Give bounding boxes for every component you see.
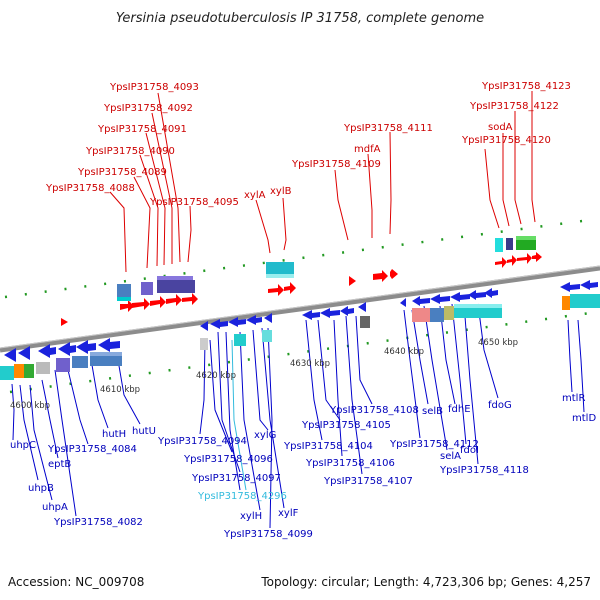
bottom-leader-lines [11, 303, 585, 529]
gene-label[interactable]: fdhE [448, 404, 471, 415]
accession-text: Accession: NC_009708 [8, 575, 144, 589]
gene-label[interactable]: hutH [102, 429, 126, 440]
gene-label[interactable]: YpsIP31758_4093 [109, 82, 199, 93]
gene-label[interactable]: YpsIP31758_4104 [283, 441, 373, 452]
gene-label[interactable]: YpsIP31758_4118 [439, 465, 529, 476]
gene-label[interactable]: hutU [132, 426, 156, 437]
map-title: Yersinia pseudotuberculosis IP 31758, co… [116, 11, 484, 26]
gene-label[interactable]: YpsIP31758_4089 [77, 167, 167, 178]
gene-label[interactable]: sodA [488, 122, 513, 133]
gene-label[interactable]: xylH [240, 511, 262, 522]
gene-label[interactable]: YpsIP31758_4082 [53, 517, 143, 528]
gene-label[interactable]: YpsIP31758_4111 [343, 123, 433, 134]
gene-label[interactable]: YpsIP31758_4123 [481, 81, 571, 92]
lower-gene-boxes [0, 294, 600, 380]
gene-label[interactable]: eptB [48, 459, 71, 470]
gene-label[interactable]: YpsIP31758_4096 [183, 454, 273, 465]
kbp-ticks: 4600 kbp 4610 kbp 4620 kbp 4630 kbp 4640… [10, 338, 518, 411]
highlight-leader-line [231, 339, 247, 491]
gene-label[interactable]: selB [422, 406, 443, 417]
gene-label[interactable]: YpsIP31758_4095 [149, 197, 239, 208]
gene-label[interactable]: uhpC [10, 440, 36, 451]
genome-summary-text: Topology: circular; Length: 4,723,306 bp… [260, 575, 591, 589]
gene-label[interactable]: YpsIP31758_4092 [103, 103, 193, 114]
kbp-tick: 4640 kbp [384, 347, 424, 357]
bottom-gene-labels: uhpC uhpB uhpA eptB YpsIP31758_4082 YpsI… [10, 393, 596, 540]
genome-backbone [0, 265, 600, 353]
gene-label[interactable]: fdoI [460, 445, 479, 456]
gene-label[interactable]: YpsIP31758_4091 [97, 124, 187, 135]
lower-blue-arrows [4, 280, 598, 362]
kbp-tick: 4600 kbp [10, 401, 50, 411]
kbp-tick: 4610 kbp [100, 385, 140, 395]
gene-label[interactable]: YpsIP31758_4106 [305, 458, 395, 469]
upper-gene-boxes [117, 236, 536, 301]
gene-label[interactable]: YpsIP31758_4122 [469, 101, 559, 112]
gene-label[interactable]: YpsIP31758_4108 [329, 405, 419, 416]
gene-label[interactable]: mtlR [562, 393, 585, 404]
upper-red-arrows [61, 252, 542, 326]
gene-label[interactable]: xylG [254, 430, 276, 441]
gene-label[interactable]: YpsIP31758_4112 [389, 439, 479, 450]
gene-label[interactable]: mdfA [354, 144, 381, 155]
gene-label[interactable]: YpsIP31758_4090 [85, 146, 175, 157]
top-gene-labels: YpsIP31758_4093 YpsIP31758_4092 YpsIP317… [45, 81, 571, 208]
gene-label[interactable]: YpsIP31758_4109 [291, 159, 381, 170]
kbp-tick: 4620 kbp [196, 371, 236, 381]
gene-label[interactable]: mtlD [572, 413, 596, 424]
kbp-tick: 4630 kbp [290, 359, 330, 369]
gene-label[interactable]: YpsIP31758_4105 [301, 420, 391, 431]
gene-label[interactable]: xylB [270, 186, 292, 197]
gene-label[interactable]: uhpB [28, 483, 54, 494]
gene-label[interactable]: xylF [278, 508, 299, 519]
gene-label[interactable]: YpsIP31758_4120 [461, 135, 551, 146]
gene-label[interactable]: YpsIP31758_4099 [223, 529, 313, 540]
kbp-tick: 4650 kbp [478, 338, 518, 348]
gene-label[interactable]: YpsIP31758_4088 [45, 183, 135, 194]
top-leader-lines [109, 91, 536, 273]
gene-label[interactable]: YpsIP31758_4094 [157, 436, 247, 447]
gene-label[interactable]: YpsIP31758_4084 [47, 444, 137, 455]
gene-label-highlighted[interactable]: YpsIP31758_4296 [197, 491, 287, 502]
genome-backbone-highlight [0, 265, 600, 349]
gene-label[interactable]: uhpA [42, 502, 68, 513]
gene-label[interactable]: selA [440, 451, 461, 462]
gene-label[interactable]: xylA [244, 190, 266, 201]
gene-label[interactable]: fdoG [488, 400, 512, 411]
gene-label[interactable]: YpsIP31758_4097 [191, 473, 281, 484]
gene-label[interactable]: YpsIP31758_4107 [323, 476, 413, 487]
